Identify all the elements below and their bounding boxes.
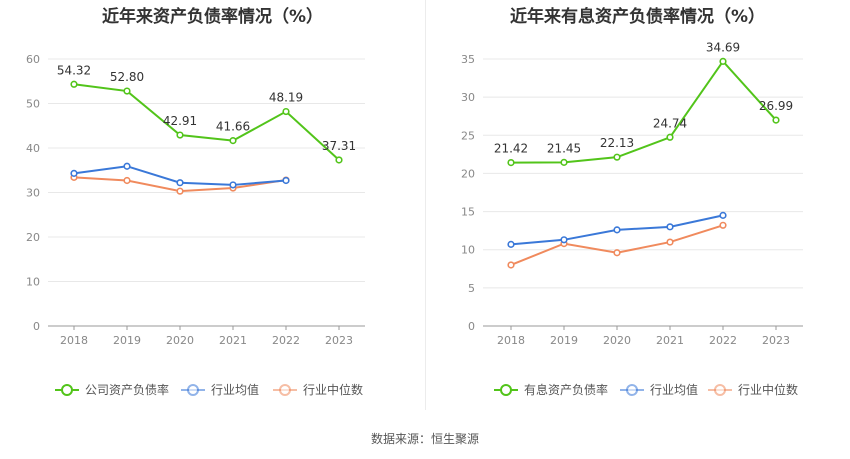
data-point [613, 226, 621, 234]
y-tick-label: 0 [33, 320, 40, 333]
y-tick-label: 60 [26, 53, 40, 66]
legend-marker-icon [279, 384, 291, 396]
legend-label: 行业均值 [211, 382, 259, 397]
legend-item: 有息资产负债率 [494, 382, 608, 397]
x-tick-label: 2020 [603, 334, 631, 347]
data-label: 48.19 [269, 91, 303, 105]
legend-label: 有息资产负债率 [524, 382, 608, 397]
data-point [70, 169, 78, 177]
panel-divider [425, 0, 426, 410]
legend-label: 行业中位数 [303, 382, 363, 397]
legend-marker-icon [626, 384, 638, 396]
data-point [123, 176, 131, 185]
chart-title: 近年来资产负债率情况（%） [101, 7, 324, 27]
data-point [719, 221, 727, 229]
y-tick-label: 5 [468, 282, 475, 295]
x-tick-label: 2023 [325, 334, 353, 347]
data-label: 21.45 [547, 141, 581, 155]
data-point [613, 249, 621, 257]
data-label: 26.99 [759, 99, 793, 113]
y-tick-label: 35 [461, 53, 475, 66]
data-point [666, 238, 674, 246]
data-point [613, 153, 621, 161]
legend-marker-icon [500, 384, 512, 396]
y-tick-label: 20 [26, 231, 40, 244]
data-point [123, 87, 131, 95]
y-tick-label: 20 [461, 167, 475, 180]
data-point [282, 176, 290, 185]
data-point [719, 57, 727, 65]
legend-marker-icon [714, 384, 726, 396]
x-tick-label: 2019 [550, 334, 578, 347]
data-point [176, 187, 184, 195]
data-label: 21.42 [494, 142, 528, 156]
legend-label: 行业均值 [650, 382, 698, 397]
data-point [507, 261, 515, 269]
x-tick-label: 2021 [219, 334, 247, 347]
legend-item: 行业均值 [620, 382, 698, 397]
x-tick-label: 2023 [762, 334, 790, 347]
x-tick-label: 2019 [113, 334, 141, 347]
y-tick-label: 50 [26, 98, 40, 111]
data-label: 54.32 [57, 63, 91, 77]
data-label: 41.66 [216, 120, 250, 134]
data-label: 22.13 [600, 136, 634, 150]
y-tick-label: 30 [26, 187, 40, 200]
right-chart-panel: 近年来有息资产负债率情况（%） 0 5 10 15 20 25 30 35 2018 2019 20… [425, 0, 850, 410]
data-point [282, 107, 290, 116]
data-source: 数据来源：恒生聚源 [370, 432, 479, 446]
legend-item: 行业中位数 [708, 382, 798, 397]
x-tick-label: 2022 [272, 334, 300, 347]
data-point [772, 116, 780, 124]
data-point [229, 181, 237, 189]
data-point [560, 236, 568, 244]
legend-item: 行业均值 [181, 382, 259, 397]
legend-item: 公司资产负债率 [55, 382, 169, 397]
y-tick-label: 0 [468, 320, 475, 333]
data-point [666, 223, 674, 231]
x-tick-label: 2022 [709, 334, 737, 347]
y-tick-label: 10 [461, 244, 475, 257]
data-point [176, 179, 184, 187]
x-tick-label: 2021 [656, 334, 684, 347]
legend-marker-icon [61, 384, 73, 396]
data-point [176, 131, 184, 139]
data-point [70, 80, 78, 88]
data-point [123, 162, 131, 170]
data-point [560, 158, 568, 166]
y-tick-label: 30 [461, 91, 475, 104]
data-label: 24.74 [653, 116, 687, 130]
chart-title: 近年来有息资产负债率情况（%） [509, 7, 766, 27]
data-label: 42.91 [163, 114, 197, 128]
y-tick-label: 40 [26, 142, 40, 155]
legend-item: 行业中位数 [273, 382, 363, 397]
debt-ratio-chart: 0 10 20 30 40 50 60 2018 2019 2020 2021 2022 2023 54.… [26, 53, 365, 397]
data-point [719, 211, 727, 219]
series-line [73, 83, 340, 161]
legend-label: 公司资产负债率 [85, 382, 169, 397]
legend-label: 行业中位数 [738, 382, 798, 397]
x-tick-label: 2018 [497, 334, 525, 347]
y-tick-label: 15 [461, 206, 475, 219]
data-point [507, 158, 515, 167]
data-label: 52.80 [110, 70, 144, 84]
interest-bearing-debt-ratio-chart: 0 5 10 15 20 25 30 35 2018 2019 2020 2021 2022 2023 21… [461, 40, 803, 397]
x-tick-label: 2018 [60, 334, 88, 347]
data-point [666, 133, 674, 141]
data-point [229, 137, 237, 145]
y-tick-label: 25 [461, 129, 475, 142]
series-line [510, 59, 777, 164]
data-point [335, 156, 343, 164]
legend-marker-icon [187, 384, 199, 396]
data-label: 34.69 [706, 40, 740, 54]
data-point [507, 240, 515, 248]
y-tick-label: 10 [26, 276, 40, 289]
data-label: 37.31 [322, 139, 356, 153]
x-tick-label: 2020 [166, 334, 194, 347]
left-chart-panel: 近年来资产负债率情况（%） 0 10 20 30 40 50 60 2018 2019 2020 2… [0, 0, 425, 410]
